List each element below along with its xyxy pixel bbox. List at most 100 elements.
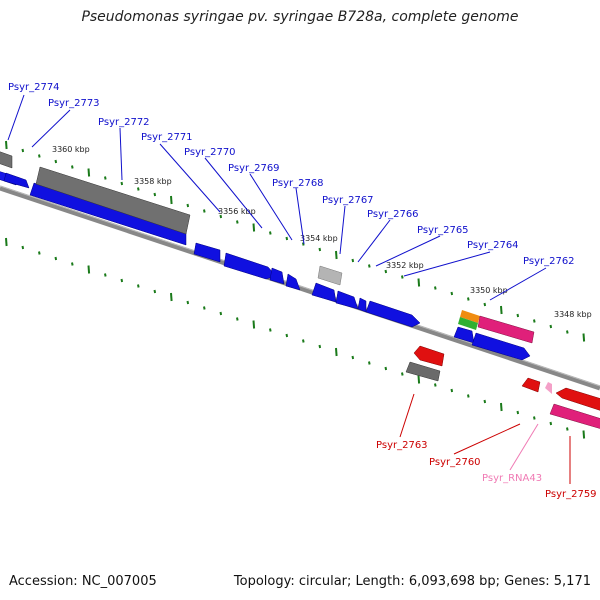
upper-tick bbox=[252, 223, 256, 232]
upper-tick bbox=[318, 247, 322, 252]
lower-tick bbox=[21, 245, 25, 250]
label-psyr-2771[interactable]: Psyr_2771 bbox=[141, 132, 193, 143]
upper-tick bbox=[71, 165, 74, 169]
gene-2767-arrow[interactable] bbox=[311, 282, 337, 303]
lower-tick bbox=[368, 361, 371, 365]
lower-tick bbox=[483, 399, 487, 404]
upper-tick bbox=[351, 258, 355, 263]
lower-tick bbox=[5, 237, 8, 247]
label-psyr-2773[interactable]: Psyr_2773 bbox=[48, 98, 100, 109]
leader-2772 bbox=[119, 127, 123, 181]
lower-tick bbox=[467, 394, 470, 398]
gene-orange-arrow[interactable] bbox=[460, 310, 480, 323]
upper-tick bbox=[38, 154, 41, 158]
lower-tick bbox=[87, 265, 91, 274]
label-psyr-2759[interactable]: Psyr_2759 bbox=[545, 489, 597, 500]
gene-2768-arrow[interactable] bbox=[285, 273, 301, 291]
upper-tick bbox=[186, 203, 190, 208]
upper-tick bbox=[450, 291, 454, 296]
rna43-arrow[interactable] bbox=[545, 382, 552, 394]
gene-2759a-arrow[interactable] bbox=[555, 387, 600, 412]
label-psyr-2764[interactable]: Psyr_2764 bbox=[467, 240, 519, 251]
leader-2764 bbox=[403, 251, 491, 277]
upper-tick bbox=[335, 250, 338, 260]
genome-summary-text: Topology: circular; Length: 6,093,698 bp… bbox=[233, 574, 591, 589]
leader-2770 bbox=[204, 157, 263, 229]
leader-2769 bbox=[249, 173, 293, 241]
upper-tick bbox=[549, 324, 553, 329]
lower-tick bbox=[252, 320, 256, 329]
upper-tick bbox=[170, 195, 173, 205]
label-psyr-2774[interactable]: Psyr_2774 bbox=[8, 82, 60, 93]
lower-tick bbox=[104, 273, 107, 277]
upper-tick bbox=[54, 159, 58, 164]
upper-tick bbox=[285, 236, 289, 241]
leader-2774 bbox=[7, 94, 25, 141]
lower-tick bbox=[516, 410, 520, 415]
upper-tick-marks bbox=[5, 140, 586, 342]
label-psyr-2760[interactable]: Psyr_2760 bbox=[429, 457, 481, 468]
gene-2760-arrow[interactable] bbox=[521, 377, 541, 393]
gene-2763-gray-arrow[interactable] bbox=[405, 361, 441, 382]
label-psyr-2762[interactable]: Psyr_2762 bbox=[523, 256, 575, 267]
lower-tick bbox=[351, 355, 355, 360]
upper-tick bbox=[434, 286, 437, 290]
label-psyr-2769[interactable]: Psyr_2769 bbox=[228, 163, 280, 174]
upper-tick bbox=[566, 330, 569, 334]
label-psyr-2766[interactable]: Psyr_2766 bbox=[367, 209, 419, 220]
label-psyr-2770[interactable]: Psyr_2770 bbox=[184, 147, 236, 158]
label-psyr-rna43[interactable]: Psyr_RNA43 bbox=[482, 473, 542, 484]
gene-gray-left-arrow[interactable] bbox=[0, 150, 13, 169]
label-psyr-2767[interactable]: Psyr_2767 bbox=[322, 195, 374, 206]
upper-tick bbox=[467, 297, 470, 301]
leader-rna43 bbox=[509, 423, 539, 471]
gene-2773-arrow[interactable] bbox=[3, 172, 30, 189]
leader-2771 bbox=[159, 143, 221, 213]
upper-tick bbox=[104, 176, 107, 180]
lower-tick bbox=[219, 311, 223, 316]
gene-2771-arrow[interactable] bbox=[193, 242, 221, 263]
gene-2763-arrow[interactable] bbox=[413, 345, 445, 367]
lower-tick bbox=[120, 278, 124, 283]
upper-tick bbox=[401, 275, 404, 279]
gene-2772-gray-arrow[interactable] bbox=[35, 166, 191, 235]
label-psyr-2763[interactable]: Psyr_2763 bbox=[376, 440, 428, 451]
lower-tick bbox=[54, 256, 58, 261]
lower-tick bbox=[302, 339, 305, 343]
lower-tick bbox=[318, 344, 322, 349]
scale-label-3352: 3352 kbp bbox=[386, 261, 424, 270]
label-psyr-2765[interactable]: Psyr_2765 bbox=[417, 225, 469, 236]
lower-tick bbox=[186, 300, 190, 305]
genome-backbone bbox=[0, 185, 600, 391]
label-psyr-2772[interactable]: Psyr_2772 bbox=[98, 117, 150, 128]
lower-tick bbox=[533, 416, 536, 420]
gene-2764-arrow[interactable] bbox=[365, 300, 421, 328]
label-psyr-2768[interactable]: Psyr_2768 bbox=[272, 178, 324, 189]
upper-tick bbox=[219, 214, 223, 219]
lower-tick-marks bbox=[5, 237, 586, 439]
lower-tick bbox=[71, 262, 74, 266]
gene-2769-arrow[interactable] bbox=[269, 267, 285, 285]
upper-tick bbox=[582, 333, 586, 342]
gene-2767-gray-arrow[interactable] bbox=[317, 265, 343, 286]
upper-tick bbox=[302, 242, 305, 246]
leader-2766 bbox=[357, 219, 391, 263]
lower-tick bbox=[137, 284, 140, 288]
gene-2762-arrow[interactable] bbox=[471, 332, 531, 361]
lower-tick bbox=[401, 372, 404, 376]
leader-2773 bbox=[31, 109, 71, 148]
gene-pink-upper-arrow[interactable] bbox=[477, 315, 535, 344]
upper-tick bbox=[203, 209, 206, 213]
lower-tick bbox=[269, 328, 272, 332]
lower-tick bbox=[566, 427, 569, 431]
gene-green-arrow[interactable] bbox=[458, 317, 478, 330]
scale-label-3348: 3348 kbp bbox=[554, 310, 592, 319]
upper-tick bbox=[384, 269, 388, 274]
gene-2770-arrow[interactable] bbox=[223, 252, 277, 280]
scale-label-3356: 3356 kbp bbox=[218, 207, 256, 216]
scale-label-3360: 3360 kbp bbox=[52, 145, 90, 154]
gene-2759-pink-arrow[interactable] bbox=[549, 403, 600, 430]
upper-tick bbox=[516, 313, 520, 318]
upper-tick bbox=[137, 187, 140, 191]
